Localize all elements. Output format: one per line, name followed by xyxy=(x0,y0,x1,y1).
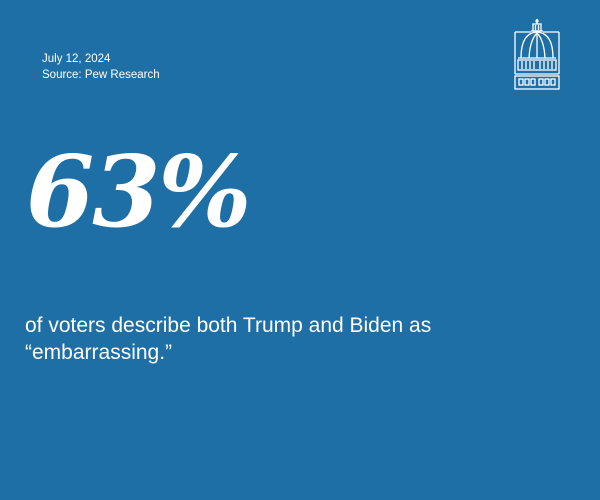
headline-stat: 63% xyxy=(26,135,251,250)
capitol-dome-icon xyxy=(512,18,562,92)
date-label: July 12, 2024 xyxy=(42,53,111,65)
caption-line-1: of voters describe both Trump and Biden … xyxy=(25,314,432,337)
stat-caption: of voters describe both Trump and Biden … xyxy=(25,312,545,366)
header-meta: July 12, 2024 Source: Pew Research xyxy=(42,51,160,83)
source-label: Source: Pew Research xyxy=(42,69,160,81)
caption-line-2: “embarrassing.” xyxy=(25,341,173,364)
